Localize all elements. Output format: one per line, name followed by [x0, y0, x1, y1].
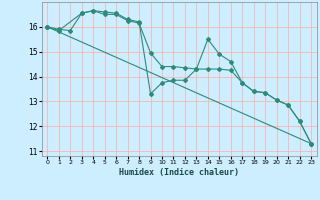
- X-axis label: Humidex (Indice chaleur): Humidex (Indice chaleur): [119, 168, 239, 177]
